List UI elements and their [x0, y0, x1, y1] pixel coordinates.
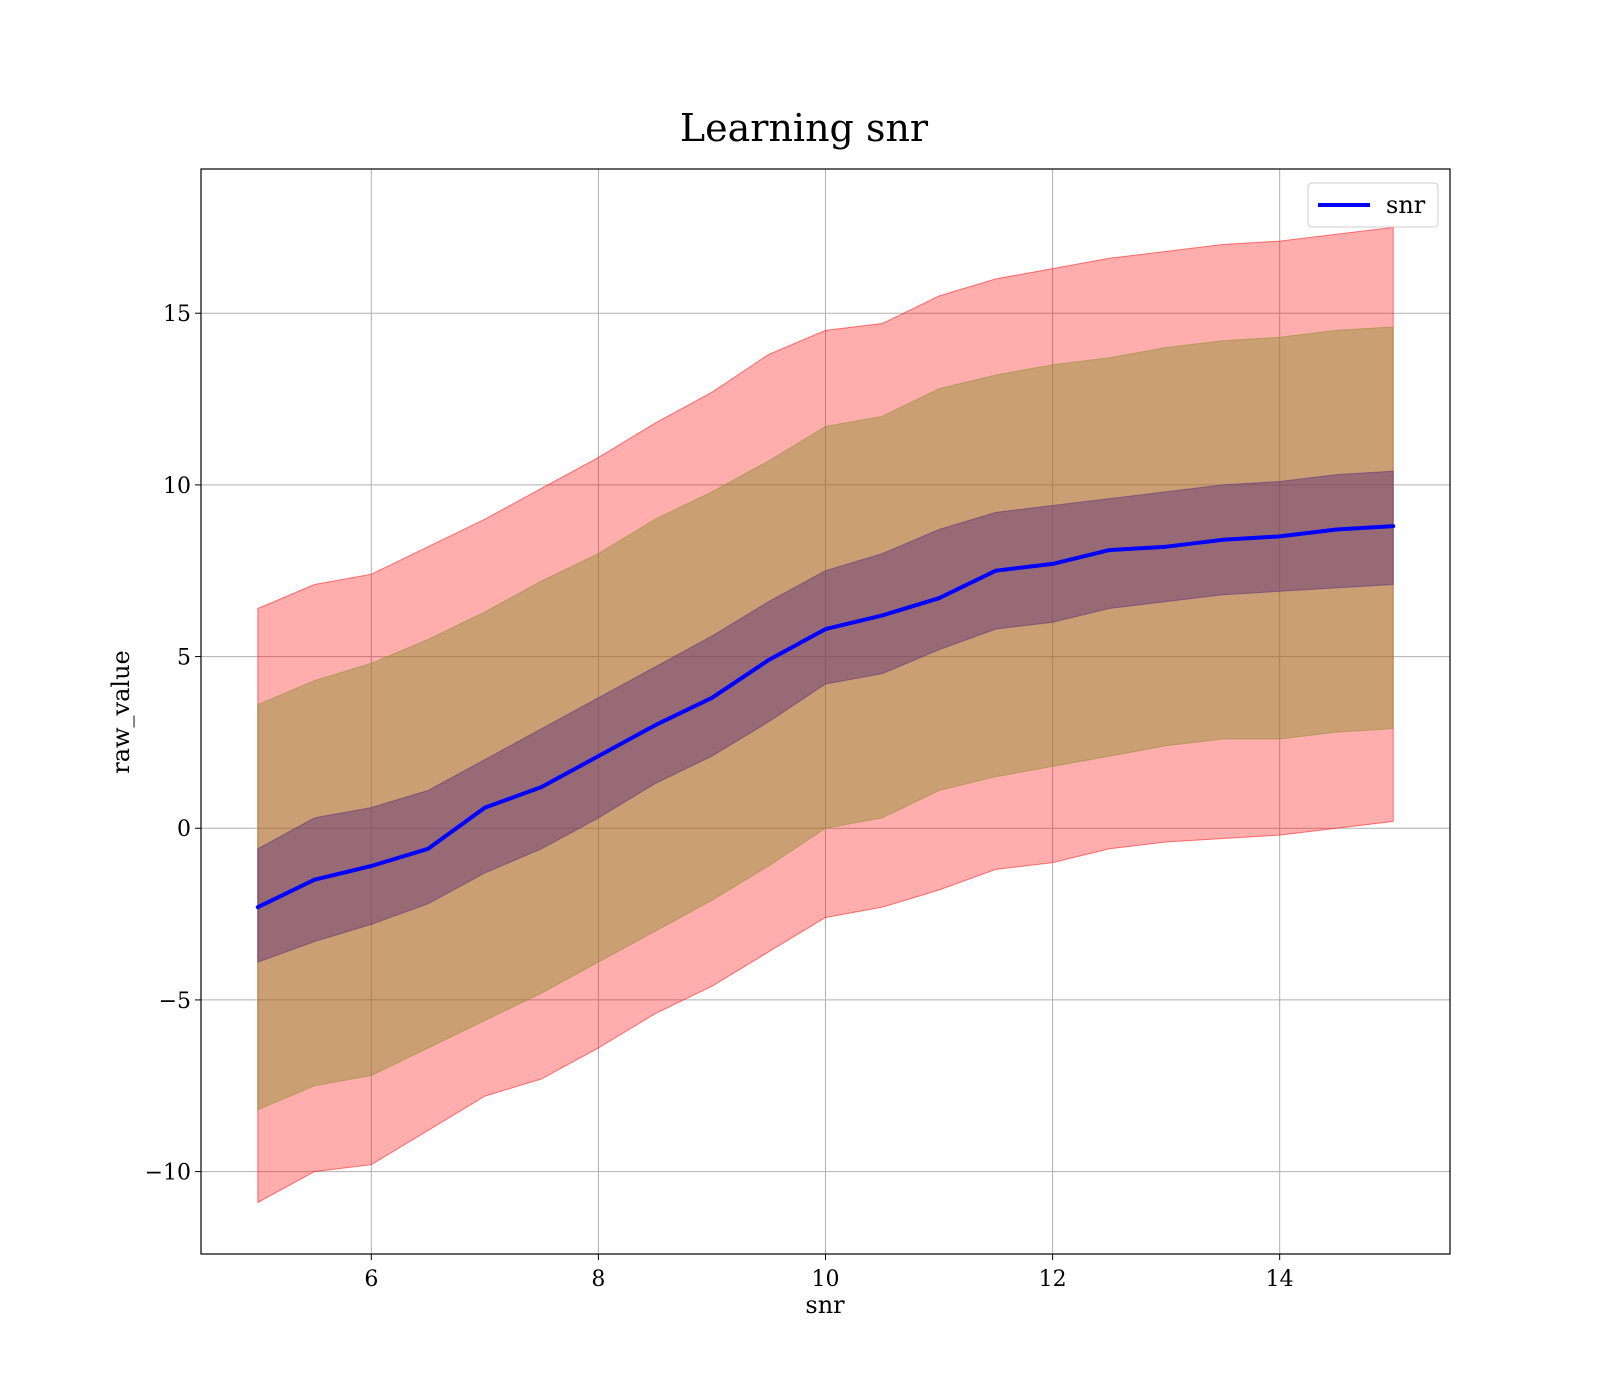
y-tick-label: 10 — [163, 474, 191, 499]
legend-label: snr — [1386, 191, 1426, 219]
y-tick-label: 5 — [177, 646, 191, 671]
y-tick-label: 15 — [163, 302, 191, 327]
outer-band-area — [257, 226, 1394, 1204]
y-axis-label: raw_value — [107, 650, 135, 774]
y-tick-label: 0 — [177, 817, 191, 842]
x-tick-label: 14 — [1266, 1267, 1294, 1292]
x-tick-label: 10 — [812, 1267, 840, 1292]
data-lines — [255, 524, 1396, 910]
axis-ticks: 6 8 10 12 14 −10 −5 0 5 10 15 — [145, 302, 1294, 1292]
x-axis-label: snr — [805, 1291, 845, 1319]
legend: snr — [1307, 182, 1439, 228]
confidence-bands — [257, 226, 1394, 1204]
y-tick-label: −5 — [159, 989, 191, 1014]
y-tick-label: −10 — [145, 1161, 191, 1186]
legend-box — [1307, 182, 1439, 228]
chart-title: Learning snr — [680, 106, 929, 150]
x-tick-label: 8 — [591, 1267, 605, 1292]
snr-mean-line — [255, 524, 1396, 910]
middle-band-area — [257, 326, 1394, 1111]
inner-band-area — [257, 470, 1394, 963]
x-tick-label: 6 — [364, 1267, 378, 1292]
x-tick-label: 12 — [1039, 1267, 1067, 1292]
grid — [201, 169, 1450, 1254]
